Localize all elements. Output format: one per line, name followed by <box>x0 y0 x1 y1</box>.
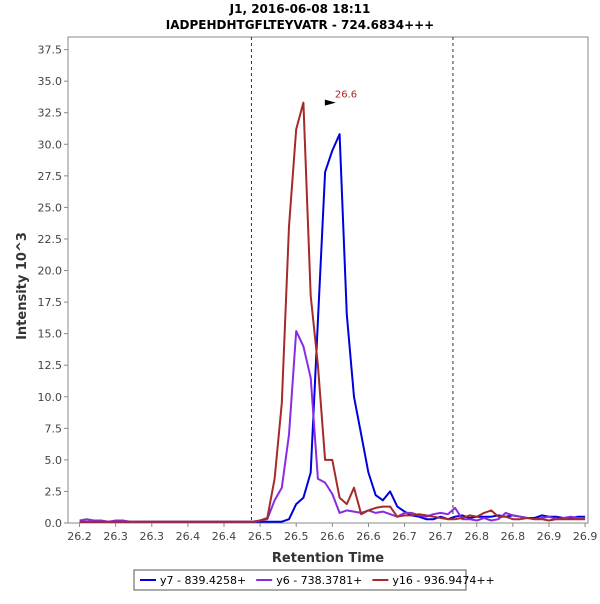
y-tick-label: 30.0 <box>38 138 63 151</box>
legend-label: y16 - 936.9474++ <box>392 574 494 587</box>
x-tick-label: 26.3 <box>140 530 165 543</box>
y-tick-label: 27.5 <box>38 170 63 183</box>
y-tick-label: 12.5 <box>38 359 63 372</box>
x-tick-label: 26.2 <box>67 530 92 543</box>
y-tick-label: 37.5 <box>38 44 63 57</box>
y-tick-label: 10.0 <box>38 391 63 404</box>
x-tick-label: 26.7 <box>428 530 453 543</box>
x-tick-label: 26.9 <box>537 530 562 543</box>
y-tick-label: 35.0 <box>38 75 63 88</box>
y-tick-label: 15.0 <box>38 328 63 341</box>
y-tick-label: 5.0 <box>45 454 63 467</box>
peak-label: 26.6 <box>335 90 357 101</box>
legend: y7 - 839.4258+ y6 - 738.3781+ y16 - 936.94… <box>133 569 495 591</box>
x-tick-label: 26.6 <box>320 530 345 543</box>
x-tick-label: 26.3 <box>103 530 128 543</box>
x-tick-label: 26.8 <box>501 530 526 543</box>
peak-annotation: 26.6 <box>324 90 357 106</box>
x-tick-label: 26.6 <box>356 530 381 543</box>
chart-title: J1, 2016-06-08 18:11 <box>229 2 371 16</box>
legend-box <box>133 569 467 591</box>
x-axis-label: Retention Time <box>272 551 384 566</box>
y-tick-label: 32.5 <box>38 107 63 120</box>
x-tick-label: 26.4 <box>176 530 201 543</box>
legend-label: y7 - 839.4258+ <box>160 574 246 587</box>
y-tick-label: 17.5 <box>38 296 63 309</box>
x-tick-label: 26.4 <box>212 530 237 543</box>
series-line <box>79 101 586 523</box>
y-tick-label: 0.0 <box>45 517 63 530</box>
legend-label: y6 - 738.3781+ <box>276 574 362 587</box>
series-lines <box>79 101 586 523</box>
x-tick-label: 26.5 <box>248 530 273 543</box>
y-tick-label: 20.0 <box>38 265 63 278</box>
y-tick-label: 22.5 <box>38 233 63 246</box>
x-axis: 26.2 26.3 26.3 26.4 26.4 26.5 26.5 26.6 26.6 26.7… <box>67 522 598 543</box>
y-tick-label: 25.0 <box>38 201 63 214</box>
integration-boundaries <box>250 37 454 523</box>
y-tick-label: 2.5 <box>45 485 63 498</box>
x-tick-label: 26.9 <box>573 530 598 543</box>
x-tick-label: 26.5 <box>284 530 309 543</box>
y-axis: 0.0 2.5 5.0 7.5 10.0 12.5 15.0 17.5 20.0 22.5 25.0… <box>38 37 69 530</box>
x-tick-label: 26.8 <box>465 530 490 543</box>
plot-area <box>67 36 589 524</box>
y-tick-label: 7.5 <box>45 422 63 435</box>
y-axis-label: Intensity 10^3 <box>15 232 30 340</box>
peak-arrow-marker <box>324 99 336 106</box>
x-tick-label: 26.7 <box>392 530 417 543</box>
chart-subtitle: IADPEHDHTGFLTEYVATR - 724.6834+++ <box>166 18 434 32</box>
